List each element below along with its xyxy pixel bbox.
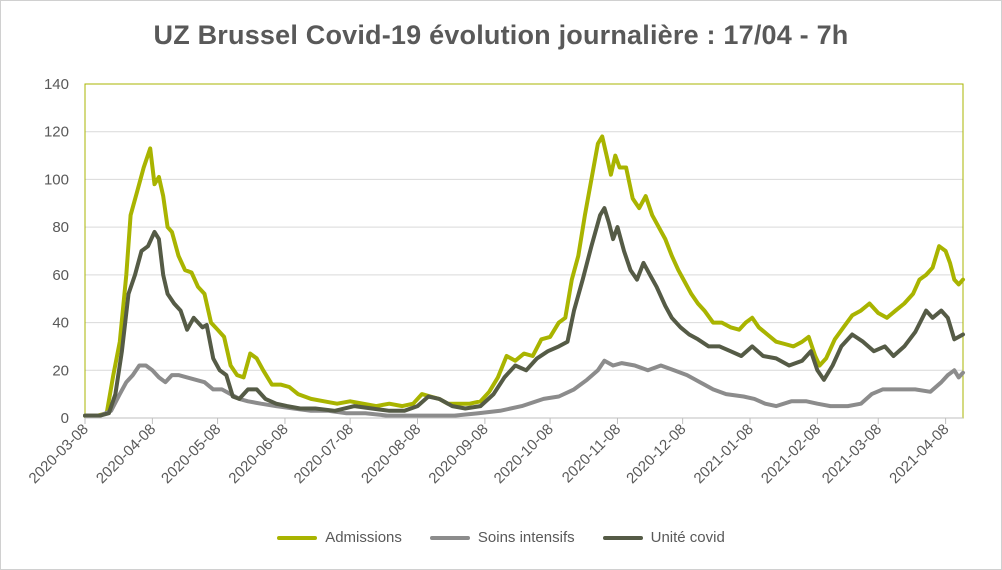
y-axis-ticks: 0 20 40 60 80 100 120 140 — [44, 76, 69, 427]
x-tick-label: 2021-03-08 — [819, 421, 885, 487]
series-line-0 — [83, 134, 965, 418]
x-tick-label: 2020-06-08 — [225, 421, 291, 487]
legend-swatch — [277, 535, 318, 540]
chart-title: UZ Brussel Covid-19 évolution journalièr… — [153, 20, 849, 50]
y-tick-label: 140 — [44, 76, 69, 93]
legend-item: Admissions — [277, 529, 402, 546]
legend-item: Soins intensifs — [429, 529, 575, 546]
x-tick-label: 2020-08-08 — [358, 421, 424, 487]
legend-label: Soins intensifs — [477, 529, 575, 546]
x-tick-label: 2021-04-08 — [886, 421, 952, 487]
y-tick-label: 80 — [52, 219, 69, 236]
series-line-1 — [83, 358, 965, 418]
legend-label: Admissions — [325, 529, 402, 546]
y-tick-label: 60 — [52, 267, 69, 284]
x-tick-label: 2020-07-08 — [291, 421, 357, 487]
y-tick-label: 100 — [44, 171, 69, 188]
y-tick-label: 20 — [52, 362, 69, 379]
legend-label: Unité covid — [650, 529, 725, 546]
y-tick-label: 0 — [61, 410, 69, 427]
x-tick-label: 2021-02-08 — [758, 421, 824, 487]
x-tick-label: 2020-05-08 — [158, 421, 224, 487]
series-line-2 — [83, 206, 965, 418]
x-tick-label: 2020-10-08 — [491, 421, 557, 487]
y-tick-label: 40 — [52, 315, 69, 332]
legend-swatch — [429, 535, 470, 540]
legend: Admissions Soins intensifs Unité covid — [0, 529, 1002, 546]
x-tick-label: 2020-03-08 — [26, 421, 92, 487]
x-tick-label: 2020-04-08 — [93, 421, 159, 487]
x-tick-label: 2021-01-08 — [691, 421, 757, 487]
series-lines — [83, 134, 965, 418]
y-tick-label: 120 — [44, 124, 69, 141]
legend-swatch — [602, 535, 643, 540]
x-tick-label: 2020-12-08 — [623, 421, 689, 487]
x-tick-label: 2020-09-08 — [425, 421, 491, 487]
legend-item: Unité covid — [602, 529, 725, 546]
x-tick-label: 2020-11-08 — [559, 421, 624, 486]
